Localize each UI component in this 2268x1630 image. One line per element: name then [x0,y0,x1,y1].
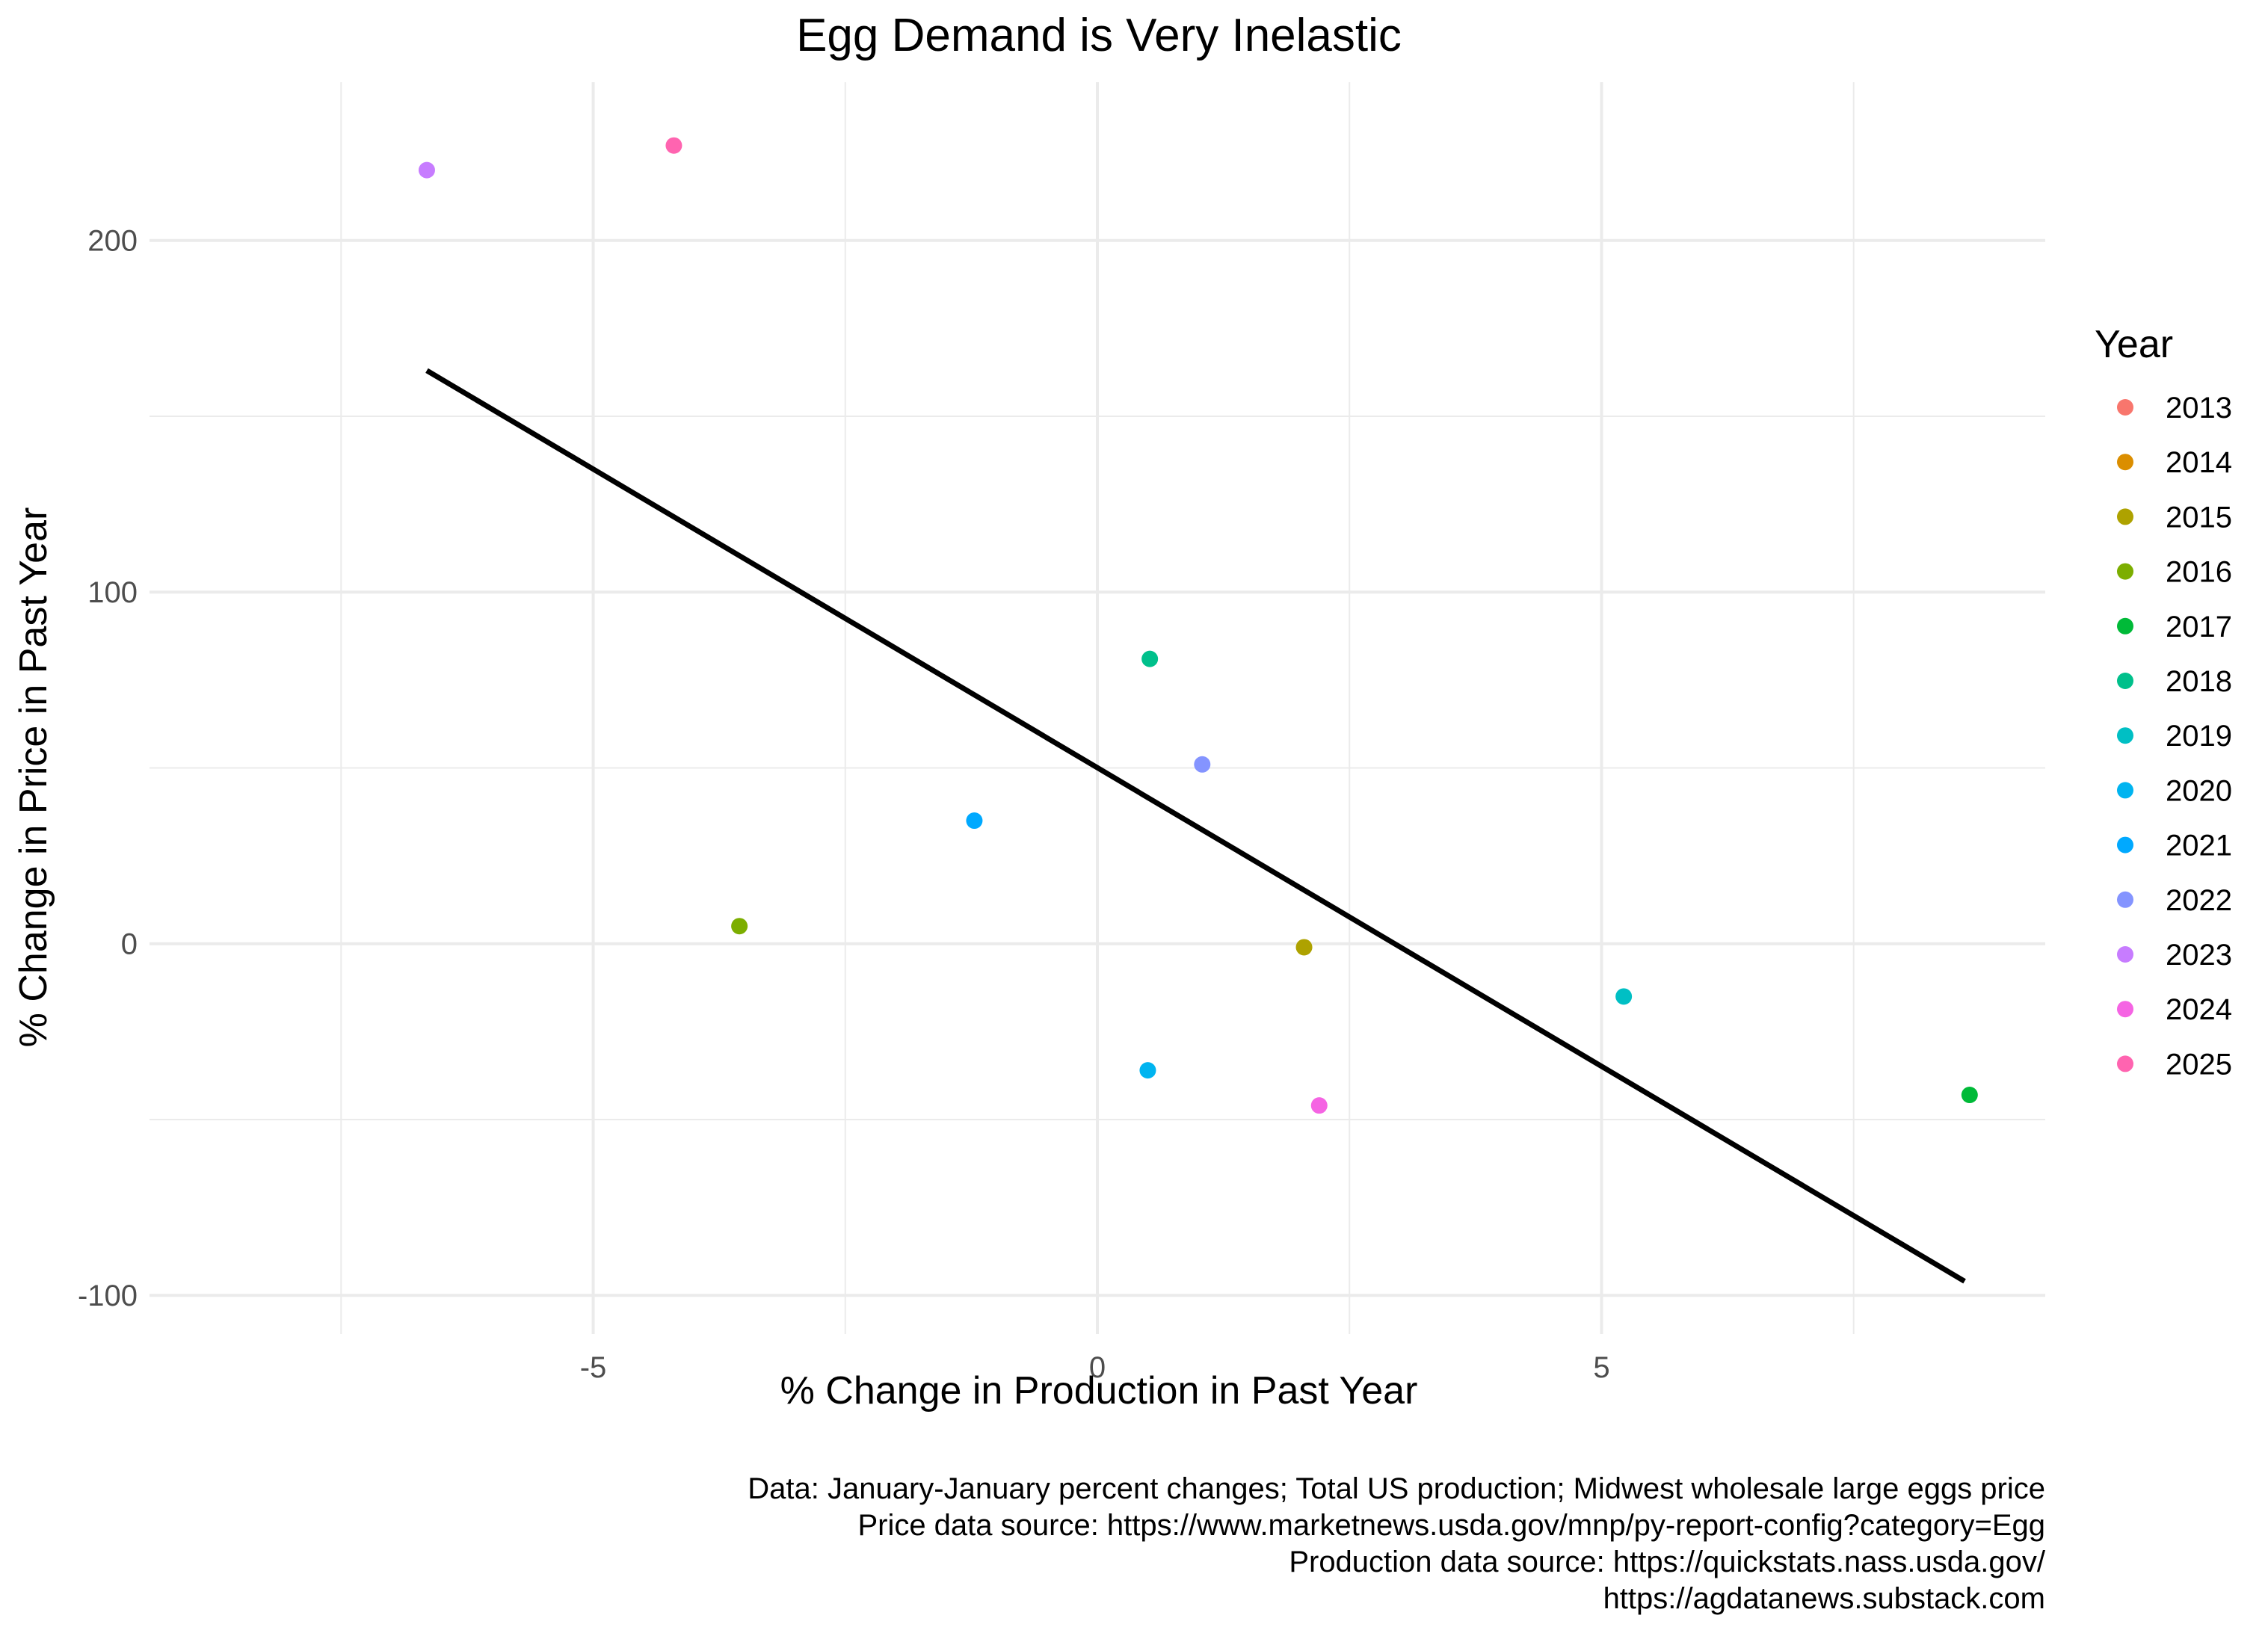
legend-label-2016: 2016 [2166,556,2232,589]
legend-key-2019 [2117,727,2133,744]
data-point-2024 [1310,1097,1328,1114]
legend-label-2022: 2022 [2166,884,2232,917]
legend-key-2016 [2117,563,2133,580]
x-tick-label: 0 [1089,1351,1106,1384]
caption: Data: January-January percent changes; T… [748,1472,2046,1615]
x-axis-title: % Change in Production in Past Year [780,1369,1418,1413]
y-axis-title: % Change in Price in Past Year [12,507,55,1048]
legend-key-2013 [2117,399,2133,416]
legend-label-2020: 2020 [2166,774,2232,807]
legend-title: Year [2095,323,2173,366]
data-point-2017 [1961,1087,1978,1104]
caption-line-1: Data: January-January percent changes; T… [748,1472,2045,1505]
x-tick-label: 5 [1593,1351,1609,1384]
y-tick-label: 0 [121,928,138,961]
data-point-2018 [1141,650,1159,667]
legend-key-2018 [2117,673,2133,689]
caption-line-4: https://agdatanews.substack.com [1603,1582,2045,1615]
legend: Year 2013 2014 2015 2016 2017 2018 2019 2020 202… [2095,323,2232,1081]
y-tick-label: 100 [87,576,138,609]
legend-key-2015 [2117,508,2133,525]
legend-label-2013: 2013 [2166,392,2232,425]
data-point-2015 [1295,939,1313,956]
caption-line-3: Production data source: https://quicksta… [1289,1546,2046,1578]
legend-label-2021: 2021 [2166,830,2232,862]
x-tick-label: -5 [580,1351,607,1384]
data-point-2016 [731,918,748,935]
legend-key-2021 [2117,836,2133,853]
chart-title: Egg Demand is Very Inelastic [796,10,1402,61]
legend-label-2015: 2015 [2166,501,2232,534]
legend-key-2020 [2117,782,2133,799]
y-tick-label: 200 [87,225,138,258]
caption-line-2: Price data source: https://www.marketnew… [857,1509,2045,1542]
legend-key-2025 [2117,1055,2133,1072]
legend-key-2024 [2117,1001,2133,1018]
legend-items: 2013 2014 2015 2016 2017 2018 2019 2020 2021 2022… [2117,392,2232,1081]
legend-key-2023 [2117,946,2133,963]
legend-key-2014 [2117,454,2133,471]
regression-line [425,368,1966,1284]
legend-label-2014: 2014 [2166,446,2232,479]
data-point-2021 [966,812,983,830]
legend-label-2018: 2018 [2166,665,2232,698]
grid [150,82,2045,1334]
data-point-2022 [1194,756,1211,773]
legend-label-2023: 2023 [2166,939,2232,972]
data-point-2020 [1139,1062,1156,1079]
data-points [418,137,1978,1114]
legend-key-2017 [2117,617,2133,635]
legend-key-2022 [2117,891,2133,908]
y-tick-label: -100 [78,1279,138,1312]
y-axis-ticks: -100 0 100 200 [78,225,138,1313]
legend-label-2025: 2025 [2166,1048,2232,1081]
data-point-2023 [418,161,435,179]
x-axis-ticks: -5 0 5 [580,1351,1610,1384]
legend-label-2017: 2017 [2166,611,2232,643]
legend-label-2019: 2019 [2166,720,2232,753]
data-point-2025 [665,137,682,154]
regression-line-layer [425,368,1966,1284]
legend-label-2024: 2024 [2166,993,2232,1026]
data-point-2019 [1615,988,1633,1005]
